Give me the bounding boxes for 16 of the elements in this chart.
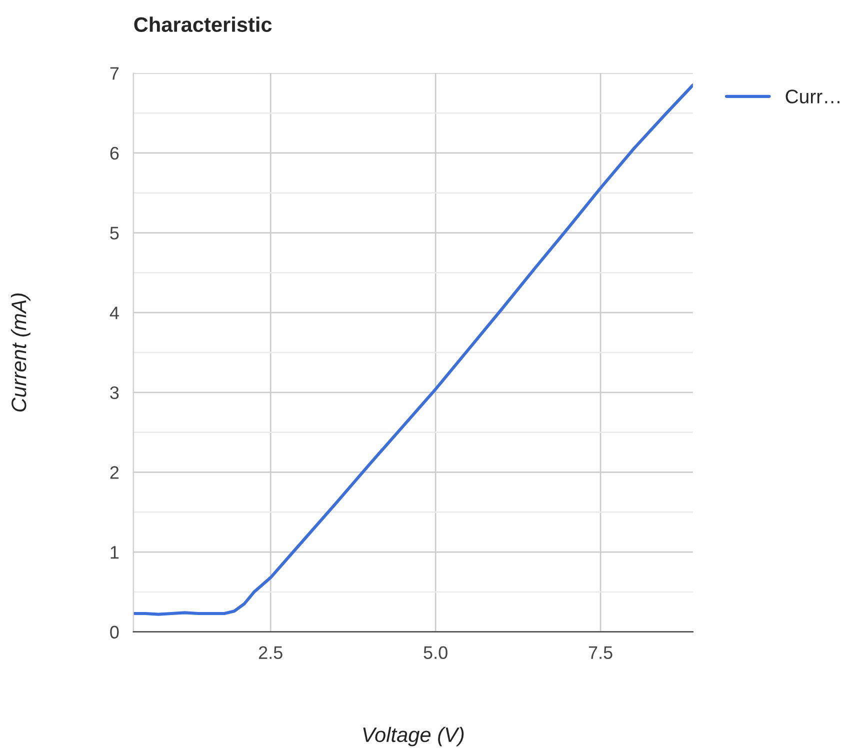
y-tick-label: 0 (110, 626, 119, 639)
y-tick-label: 3 (110, 386, 119, 400)
chart-title: Characteristic (134, 16, 272, 32)
y-tick-label: 4 (110, 306, 119, 320)
y-tick-label: 1 (110, 546, 119, 559)
line-series (133, 84, 693, 616)
y-tick-label: 5 (110, 226, 119, 240)
x-tick-label: 7.5 (588, 646, 612, 660)
x-axis-title: Voltage (V) (363, 726, 464, 746)
y-tick-label: 2 (110, 466, 119, 479)
y-axis-title: Current (mA) (10, 294, 30, 412)
y-tick-label: 6 (110, 146, 119, 160)
y-tick-label: 7 (110, 67, 119, 80)
x-tick-label: 5.0 (424, 646, 448, 660)
legend-label: Curr… (786, 90, 840, 104)
x-tick-label: 2.5 (258, 646, 282, 660)
